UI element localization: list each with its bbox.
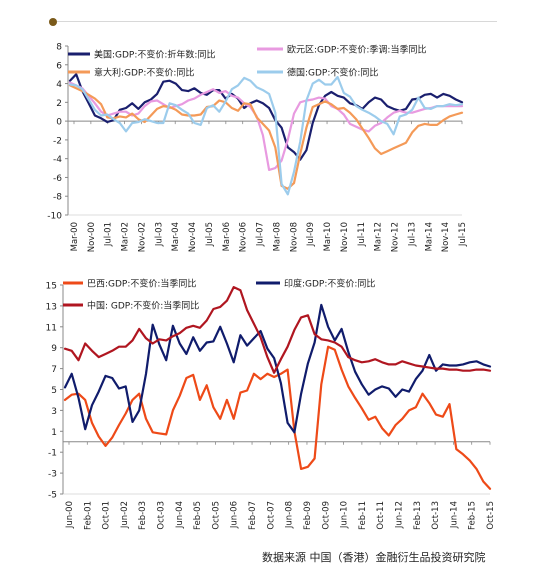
x-tick-label: Jul-07 — [256, 222, 266, 247]
legend-label: 意大利:GDP:不变价:同比 — [94, 67, 194, 79]
chart-2: 15 13 11 9 7 5 3 1 -1 -3 -5 Jun-00 Feb-01 Oct-01 Jun-0… — [46, 278, 496, 530]
x-tick-label: Nov-00 — [87, 222, 97, 252]
series-line-2 — [68, 81, 464, 171]
x-tick-label: Mar-14 — [424, 222, 434, 251]
x-tick-label: Jul-09 — [306, 222, 316, 247]
y-tick-label: 11 — [46, 323, 57, 333]
x-tick-label: Jun-00 — [65, 501, 75, 529]
x-tick-label: Mar-00 — [70, 222, 80, 251]
x-tick-label: Mar-06 — [222, 222, 232, 251]
x-tick-label: Oct-01 — [102, 501, 112, 530]
x-tick-label: Jun-06 — [230, 501, 240, 529]
x-tick-label: Feb-09 — [303, 501, 313, 530]
x-tick-label: Oct-07 — [266, 501, 276, 530]
y-tick-label: 2 — [56, 99, 62, 109]
series-line-3 — [68, 84, 464, 190]
x-tick-label: Nov-10 — [340, 222, 350, 252]
chart-1: 8 6 4 2 0 -2 -4 -6 -8 -10 Mar-00 Nov-00 Jul-01 Mar-02… — [47, 43, 468, 253]
y-tick-label: -2 — [53, 136, 62, 146]
x-tick-label: Mar-08 — [272, 222, 282, 251]
series-line-4 — [68, 75, 464, 196]
y-tick-label: 9 — [51, 344, 57, 354]
x-tick-label: Feb-03 — [138, 501, 148, 530]
y-tick-label: -3 — [48, 470, 57, 480]
x-tick-label: Jun-08 — [285, 501, 295, 529]
header-bullet — [49, 18, 57, 26]
legend-label: 印度:GDP:不变价:同比 — [284, 278, 375, 290]
source-note: 数据来源 中国（香港）金融衍生品投资研究院 — [262, 551, 486, 564]
x-tick-label: Jul-05 — [205, 222, 215, 247]
y-tick-label: 13 — [46, 302, 57, 312]
y-tick-label: -4 — [53, 155, 62, 165]
x-tick-label: Oct-05 — [211, 501, 221, 530]
y-tick-label: 7 — [51, 365, 57, 375]
x-tick-label: Mar-04 — [171, 222, 181, 251]
y-tick-label: 6 — [56, 61, 62, 71]
y-tick-label: -6 — [53, 174, 62, 184]
y-tick-label: 5 — [51, 386, 57, 396]
x-tick-label: Nov-06 — [239, 222, 249, 252]
x-tick-label: Mar-10 — [323, 222, 333, 251]
x-tick-label: Oct-11 — [376, 501, 386, 530]
x-tick-label: Jun-10 — [340, 501, 350, 529]
x-tick-label: Jun-14 — [449, 501, 459, 529]
legend-label: 巴西:GDP:不变价:当季同比 — [87, 278, 196, 290]
x-tick-label: Nov-04 — [188, 222, 198, 252]
series-line-2 — [63, 303, 492, 434]
y-tick-label: -10 — [47, 212, 62, 222]
legend-label: 德国:GDP:不变价:同比 — [287, 67, 378, 79]
series-line-1 — [68, 73, 464, 161]
x-tick-label: Oct-13 — [431, 501, 441, 530]
y-tick-label: -1 — [48, 449, 57, 459]
series-line-3 — [63, 286, 492, 374]
x-tick-label: Nov-02 — [137, 222, 147, 252]
x-tick-label: Nov-08 — [289, 222, 299, 252]
x-tick-label: Feb-07 — [248, 501, 258, 530]
x-tick-label: Jul-11 — [357, 222, 367, 247]
x-tick-label: Feb-13 — [413, 501, 423, 530]
x-tick-label: Oct-09 — [321, 501, 331, 530]
x-tick-label: Oct-15 — [486, 501, 496, 530]
x-tick-label: Mar-12 — [374, 222, 384, 251]
x-tick-label: Nov-14 — [441, 222, 451, 252]
legend-label: 欧元区:GDP:不变价:季调:当季同比 — [287, 44, 426, 56]
x-tick-label: Feb-01 — [83, 501, 93, 530]
y-tick-label: -8 — [53, 193, 62, 203]
y-tick-label: 1 — [51, 428, 57, 438]
x-tick-label: Jun-02 — [120, 501, 130, 529]
y-tick-label: 4 — [56, 80, 62, 90]
x-tick-label: Jul-03 — [154, 222, 164, 247]
x-tick-label: Feb-05 — [193, 501, 203, 530]
x-tick-label: Feb-11 — [358, 501, 368, 530]
y-tick-label: 3 — [51, 407, 57, 417]
series-line-1 — [63, 345, 492, 490]
x-tick-label: Jul-15 — [458, 222, 468, 247]
header-rule — [57, 21, 497, 22]
x-tick-label: Feb-15 — [468, 501, 478, 530]
y-tick-label: 8 — [56, 43, 62, 53]
y-tick-label: -5 — [48, 491, 57, 501]
x-tick-label: Nov-12 — [391, 222, 401, 252]
y-tick-label: 0 — [56, 118, 62, 128]
y-tick-label: 15 — [46, 282, 57, 292]
x-tick-label: Oct-03 — [157, 501, 167, 530]
x-tick-label: Jun-04 — [175, 501, 185, 529]
x-tick-label: Jun-12 — [394, 501, 404, 529]
legend-label: 中国: GDP:不变价:当季同比 — [87, 300, 199, 312]
legend-label: 美国:GDP:不变价:折年数:同比 — [94, 49, 215, 61]
x-tick-label: Jul-13 — [407, 222, 417, 247]
x-tick-label: Jul-01 — [104, 222, 114, 247]
x-tick-label: Mar-02 — [121, 222, 131, 251]
